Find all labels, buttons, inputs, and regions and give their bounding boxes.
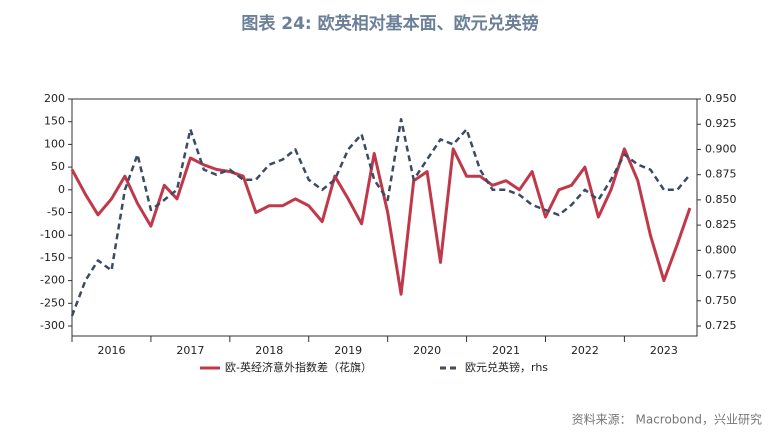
- y2-tick-label: 0.775: [705, 269, 737, 282]
- y2-tick-label: 0.825: [705, 218, 737, 231]
- x-tick-label: 2018: [255, 344, 283, 357]
- y-tick-label: -150: [40, 251, 65, 264]
- y-tick-label: 200: [44, 92, 65, 105]
- y-tick-label: 0: [58, 183, 65, 196]
- series-line: [70, 117, 691, 317]
- y-tick-label: -300: [40, 319, 65, 332]
- legend-label: 欧-英经济意外指数差（花旗）: [225, 360, 372, 374]
- series-line: [70, 147, 692, 296]
- y2-tick-label: 0.925: [705, 117, 737, 130]
- y2-tick-label: 0.900: [705, 142, 737, 155]
- x-tick-label: 2017: [176, 344, 204, 357]
- x-tick-label: 2021: [492, 344, 520, 357]
- y2-tick-label: 0.750: [705, 294, 737, 307]
- y2-tick-label: 0.850: [705, 193, 737, 206]
- y-tick-label: -250: [40, 296, 65, 309]
- chart-title: 图表 24: 欧英相对基本面、欧元兑英镑: [241, 13, 538, 34]
- x-tick-label: 2023: [650, 344, 678, 357]
- y-tick-label: 100: [44, 137, 65, 150]
- x-tick-label: 2019: [334, 344, 362, 357]
- y2-tick-label: 0.725: [705, 319, 737, 332]
- y-tick-label: -100: [40, 228, 65, 241]
- x-tick-label: 2022: [571, 344, 599, 357]
- plot-frame: [71, 98, 698, 337]
- x-tick-label: 2016: [97, 344, 125, 357]
- y-tick-label: -50: [47, 206, 65, 219]
- source-note: 资料来源： Macrobond，兴业研究: [572, 412, 762, 427]
- y-tick-label: 50: [51, 160, 65, 173]
- legend-label: 欧元兑英镑，rhs: [465, 360, 548, 374]
- y-tick-label: -200: [40, 274, 65, 287]
- y-tick-label: 150: [44, 115, 65, 128]
- y2-tick-label: 0.800: [705, 243, 737, 256]
- x-tick-label: 2020: [413, 344, 441, 357]
- y2-tick-label: 0.950: [705, 92, 737, 105]
- y2-tick-label: 0.875: [705, 168, 737, 181]
